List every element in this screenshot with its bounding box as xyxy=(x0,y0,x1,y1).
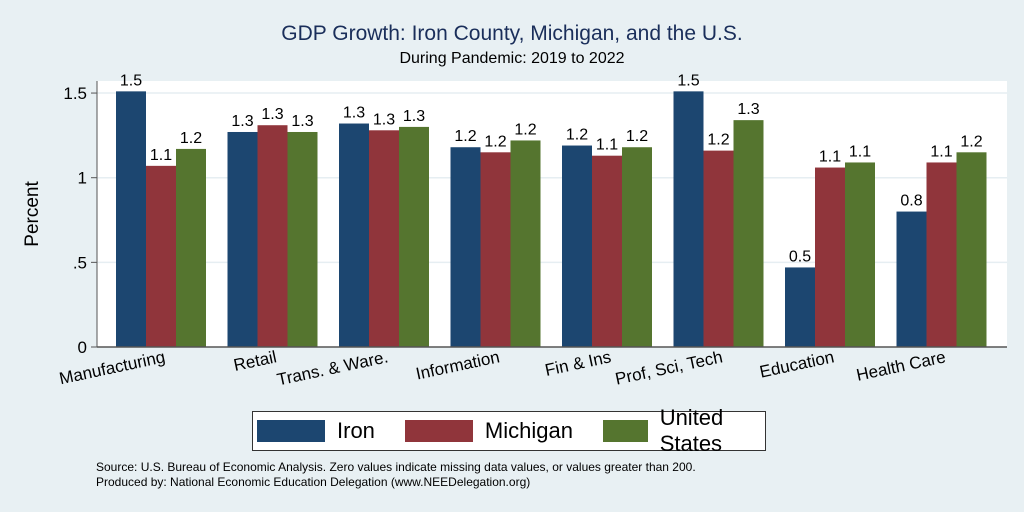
chart-title: GDP Growth: Iron County, Michigan, and t… xyxy=(281,22,743,45)
bar-united-states xyxy=(622,147,652,347)
bar-united-states xyxy=(956,152,987,347)
bar-united-states xyxy=(176,148,206,347)
x-tick-label: Prof, Sci, Tech xyxy=(613,347,724,388)
y-axis-label: Percent xyxy=(22,181,43,247)
x-tick-label: Health Care xyxy=(855,347,948,384)
bar-value-label: 1.3 xyxy=(403,108,425,125)
legend-label-iron: Iron xyxy=(337,418,375,443)
bar-united-states xyxy=(399,126,429,347)
bar-michigan xyxy=(369,130,399,347)
bar-michigan xyxy=(926,162,957,347)
bar-labels: 1.5 1.1 1.2 1.3 1.3 1.3 1.3 1.3 1.3 1.2 1.2 1.2 1.2 1… xyxy=(120,72,983,265)
legend-item-michigan: Michigan xyxy=(404,418,573,444)
bar-value-label: 1.1 xyxy=(930,143,952,160)
bars xyxy=(116,91,987,348)
bar-value-label: 1.3 xyxy=(737,101,759,118)
bar-iron xyxy=(450,147,481,347)
legend-item-united-states: United States xyxy=(602,405,747,457)
bar-value-label: 0.5 xyxy=(789,248,811,265)
bar-iron xyxy=(116,91,146,348)
bar-iron xyxy=(339,123,369,347)
bar-value-label: 1.3 xyxy=(373,111,395,128)
bar-value-label: 0.8 xyxy=(900,193,922,210)
bar-value-label: 1.1 xyxy=(150,147,172,164)
bar-value-label: 1.2 xyxy=(566,127,588,144)
legend-swatch-iron xyxy=(257,420,325,442)
legend-swatch-michigan xyxy=(404,420,473,442)
y-tick-label: 0 xyxy=(78,338,87,357)
x-tick-label: Manufacturing xyxy=(58,347,167,388)
bar-iron xyxy=(562,145,592,347)
y-tick-labels: 0 .5 1 1.5 xyxy=(63,84,87,357)
legend-item-iron: Iron xyxy=(257,418,375,444)
bar-michigan xyxy=(815,167,845,347)
bar-value-label: 1.1 xyxy=(596,137,618,154)
x-tick-label: Fin & Ins xyxy=(543,347,613,380)
axes xyxy=(91,81,1007,348)
bar-value-label: 1.1 xyxy=(819,149,841,166)
x-tick-label: Information xyxy=(414,347,501,383)
bar-iron xyxy=(227,131,258,347)
bar-value-label: 1.2 xyxy=(707,132,729,149)
footer: Source: U.S. Bureau of Economic Analysis… xyxy=(96,460,696,490)
bar-value-label: 1.3 xyxy=(343,105,365,122)
source-note: Source: U.S. Bureau of Economic Analysis… xyxy=(96,460,696,474)
bar-iron xyxy=(896,211,927,347)
y-tick-label: 1.5 xyxy=(63,84,87,103)
chart-subtitle: During Pandemic: 2019 to 2022 xyxy=(399,50,625,67)
bar-michigan xyxy=(480,152,511,347)
bar-michigan xyxy=(257,125,288,347)
bar-michigan xyxy=(703,150,734,347)
bar-value-label: 1.2 xyxy=(626,128,648,145)
bar-united-states xyxy=(845,162,875,347)
y-tick-label: 1 xyxy=(78,169,87,188)
bar-value-label: 1.2 xyxy=(180,130,202,147)
legend-label-michigan: Michigan xyxy=(484,418,573,443)
produced-by-note: Produced by: National Economic Education… xyxy=(96,475,531,489)
bar-chart: 1.51.11.21.3 1.3 1.3 1.3 1.3 1.31.2 1.21.2 1.21… xyxy=(22,72,1007,389)
bar-value-label: 1.2 xyxy=(960,133,982,150)
bar-value-label: 1.2 xyxy=(454,128,476,145)
bar-value-label: 1.2 xyxy=(484,133,506,150)
legend: Iron Michigan United States xyxy=(252,405,766,456)
bar-michigan xyxy=(592,155,622,347)
bar-value-label: 1.3 xyxy=(291,113,313,130)
x-tick-label: Trans. & Ware. xyxy=(275,347,390,389)
bar-iron xyxy=(785,267,815,347)
bar-united-states xyxy=(287,131,318,347)
bar-iron xyxy=(673,91,704,348)
bar-united-states xyxy=(733,120,764,347)
bar-value-label: 1.5 xyxy=(120,72,142,89)
bar-value-label: 1.5 xyxy=(677,72,699,89)
bar-value-label: 1.3 xyxy=(261,106,283,123)
bar-value-label: 1.1 xyxy=(849,143,871,160)
bar-value-label: 1.2 xyxy=(514,121,536,138)
x-tick-label: Education xyxy=(758,347,836,381)
bar-value-label: 1.3 xyxy=(231,113,253,130)
legend-swatch-united-states xyxy=(602,420,648,442)
bar-michigan xyxy=(146,165,176,347)
legend-label-united-states: United States xyxy=(659,405,724,456)
x-tick-label: Retail xyxy=(232,347,278,375)
bar-united-states xyxy=(510,140,541,347)
y-tick-label: .5 xyxy=(73,253,87,272)
